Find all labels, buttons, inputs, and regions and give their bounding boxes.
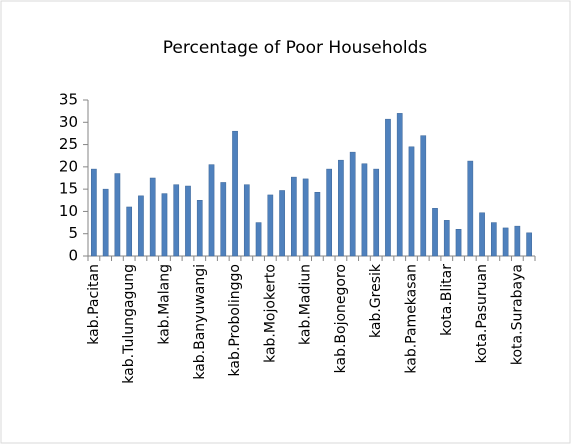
bar: [455, 229, 462, 257]
bar: [349, 151, 356, 257]
bar: [490, 222, 497, 257]
bar: [302, 178, 309, 257]
y-tick-label: 15: [59, 180, 78, 198]
chart-title: Percentage of Poor Households: [163, 38, 428, 58]
y-tick-label: 25: [59, 135, 78, 153]
x-tick-label: kota.Surabaya: [509, 264, 525, 365]
bar: [114, 173, 121, 257]
x-tick-label: kab.Probolinggo: [227, 264, 243, 376]
x-tick-label: kota.Blitar: [439, 264, 455, 336]
bar: [161, 193, 168, 257]
bar: [396, 113, 403, 257]
bar: [208, 164, 215, 257]
bar: [420, 135, 427, 257]
bar: [255, 222, 262, 257]
bar: [279, 190, 285, 257]
y-tick-label: 30: [59, 113, 78, 131]
bar: [467, 160, 474, 257]
bar: [185, 185, 191, 257]
bar: [138, 195, 144, 257]
bar: [373, 168, 380, 257]
bar: [502, 227, 509, 257]
bar: [526, 232, 532, 257]
y-tick-label: 5: [68, 224, 78, 242]
bar: [408, 146, 415, 257]
x-tick-label: kab.Malang: [156, 264, 172, 345]
bar: [243, 184, 250, 257]
x-tick-label: kab.Madiun: [298, 264, 314, 345]
y-tick-label: 35: [59, 91, 78, 109]
bar: [314, 192, 321, 257]
x-tick-label: kab.Banyuwangi: [192, 264, 208, 380]
bar: [220, 182, 227, 257]
bar: [479, 212, 485, 257]
bar: [196, 200, 203, 257]
x-tick-label: kab.Tulungagung: [121, 264, 137, 384]
bar: [126, 206, 133, 257]
x-tick-label: kota.Pasuruan: [474, 264, 490, 363]
x-tick-label: kab.Pamekasan: [403, 264, 419, 374]
y-tick-label: 20: [59, 157, 78, 175]
y-tick-label: 0: [68, 247, 78, 265]
bar: [232, 130, 238, 257]
bar: [173, 184, 180, 257]
x-tick-label: kab.Mojokerto: [262, 264, 278, 363]
bar: [149, 177, 156, 257]
x-tick-label: kab.Bojonegoro: [333, 264, 349, 373]
y-tick-label: 10: [59, 202, 78, 220]
bar: [102, 188, 109, 257]
bar: [326, 168, 332, 257]
bar: [291, 176, 297, 257]
bar: [432, 208, 438, 257]
bar: [361, 163, 368, 257]
bar: [338, 159, 344, 257]
x-tick-label: kab.Gresik: [368, 263, 384, 338]
bar: [385, 118, 391, 257]
bar: [91, 168, 97, 257]
bar: [514, 225, 521, 257]
x-tick-label: kab.Pacitan: [86, 264, 102, 345]
bar: [443, 220, 450, 257]
bar: [267, 194, 274, 257]
